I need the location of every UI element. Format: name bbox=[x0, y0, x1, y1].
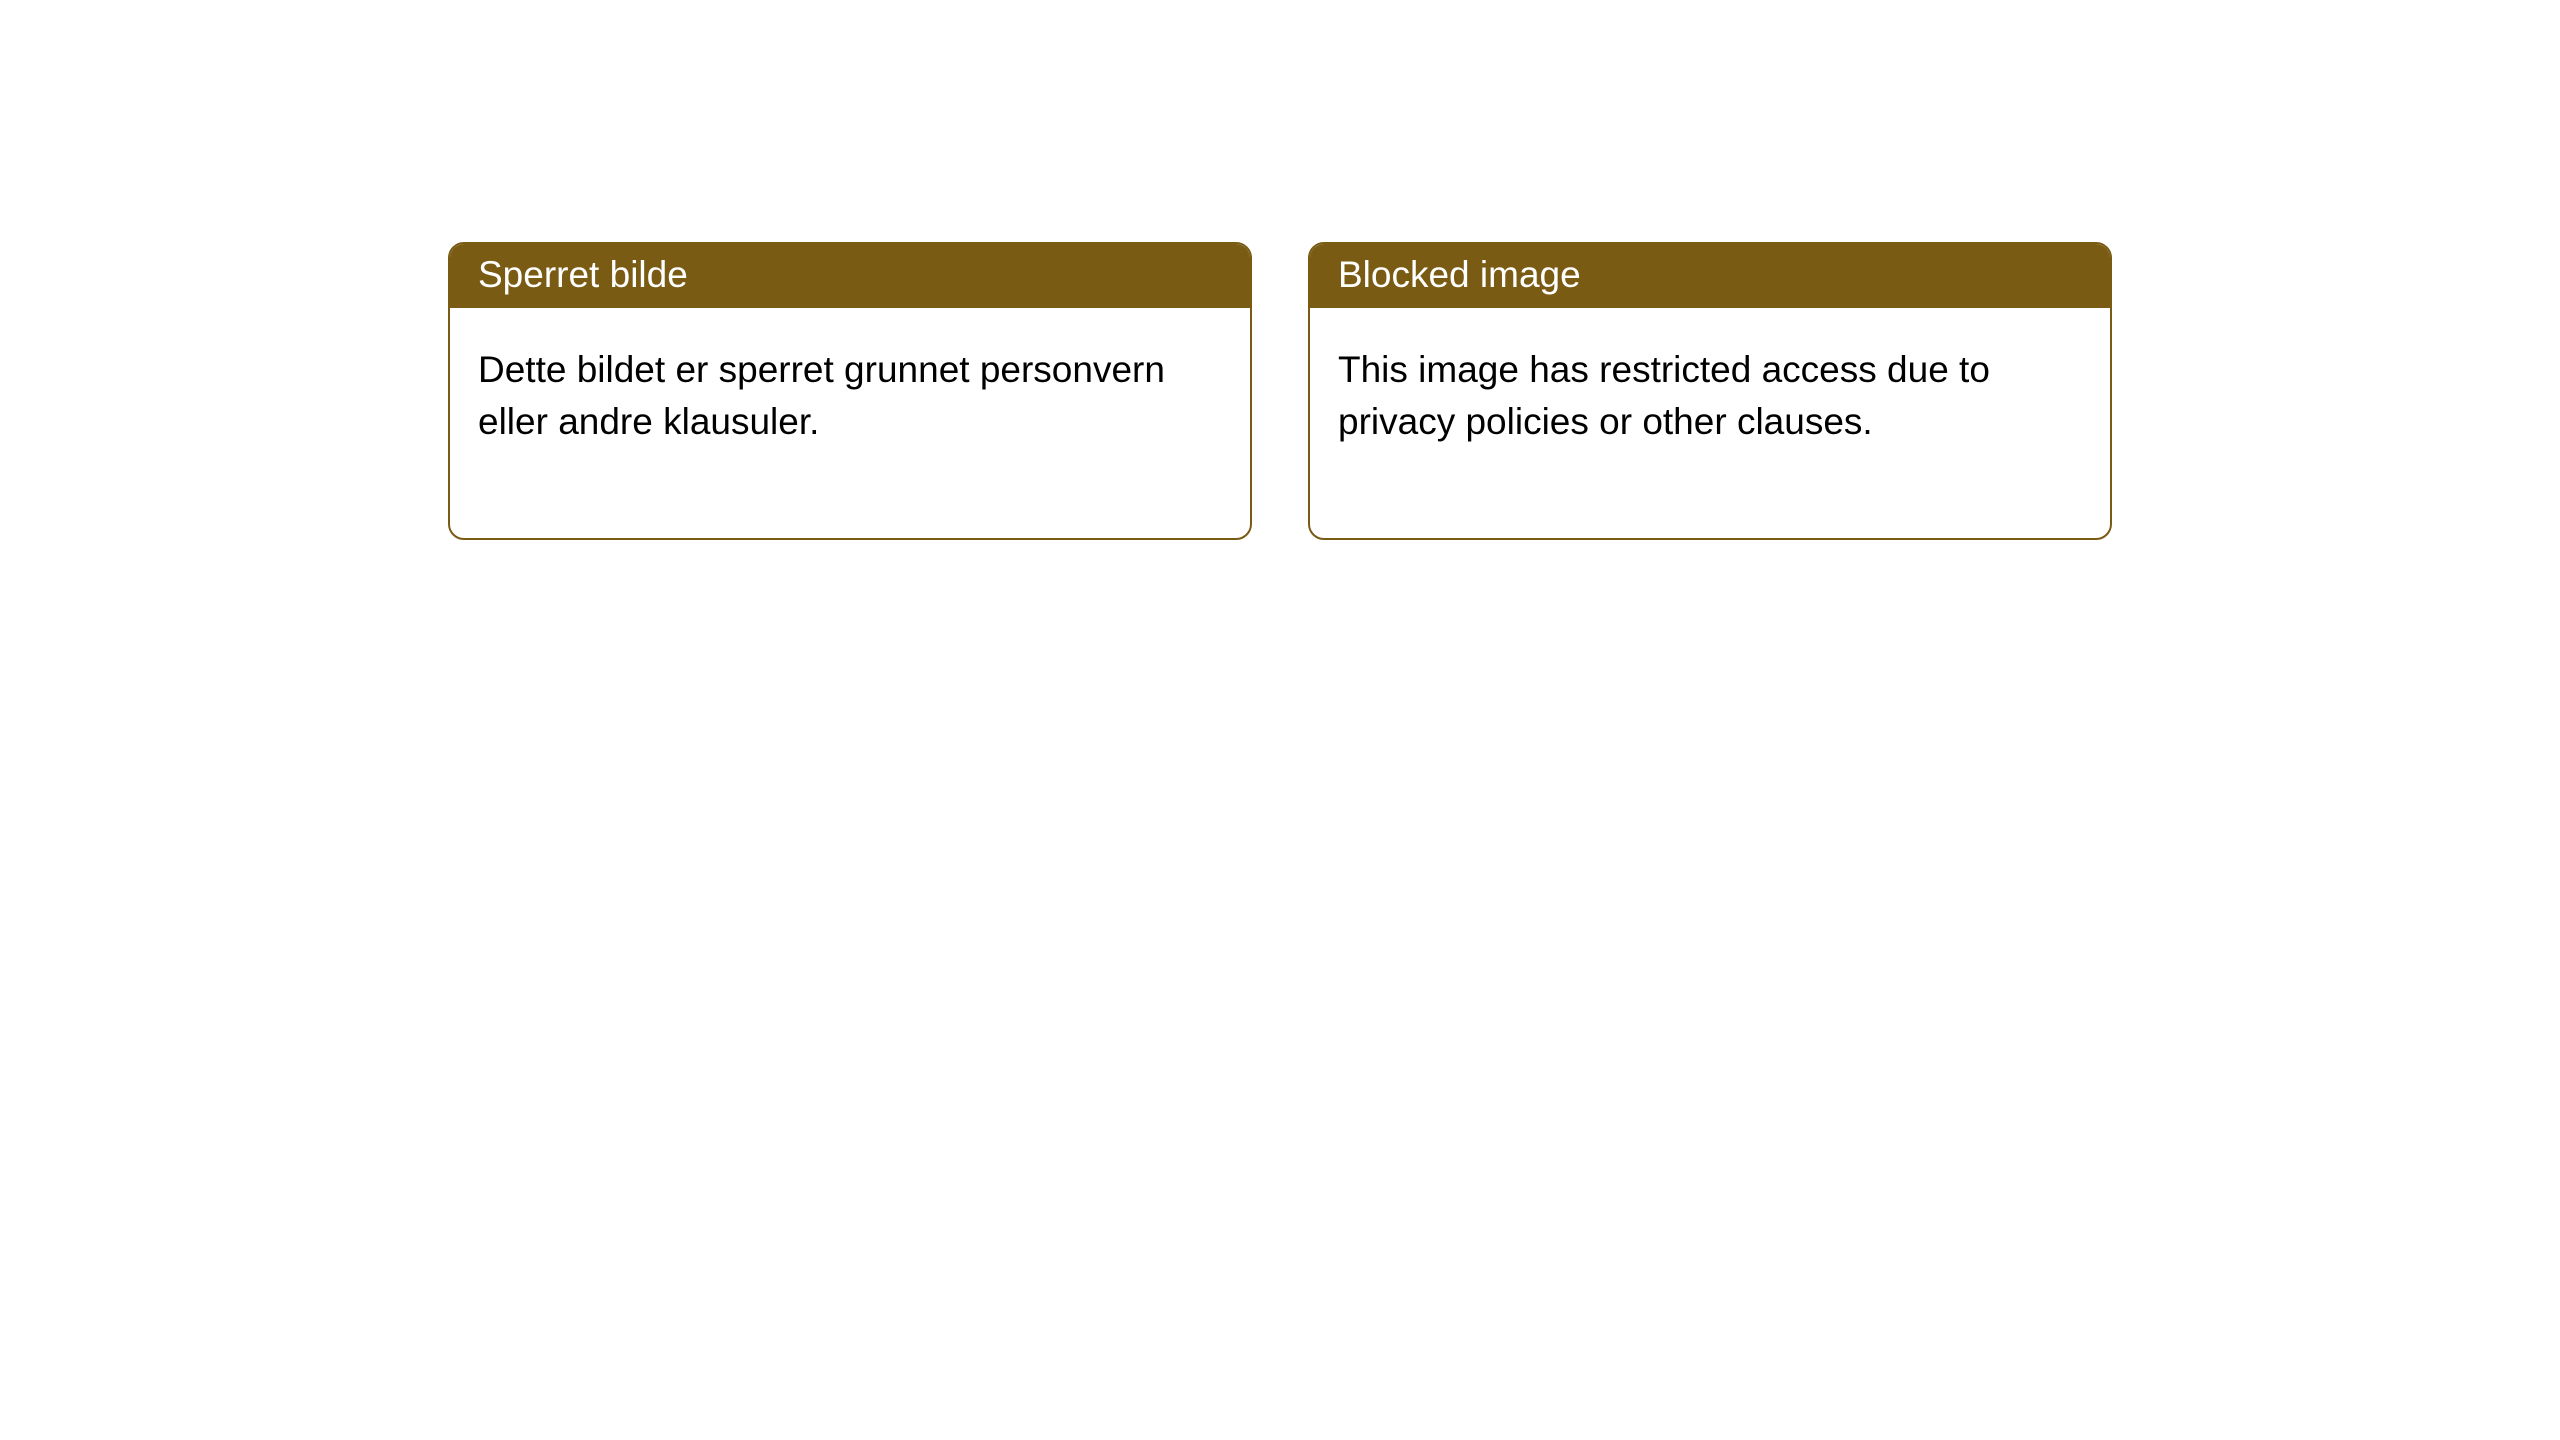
card-title: Sperret bilde bbox=[478, 254, 688, 295]
blocked-image-card-no: Sperret bilde Dette bildet er sperret gr… bbox=[448, 242, 1252, 540]
card-body: This image has restricted access due to … bbox=[1310, 308, 2110, 538]
card-header: Sperret bilde bbox=[450, 244, 1250, 308]
card-body: Dette bildet er sperret grunnet personve… bbox=[450, 308, 1250, 538]
blocked-image-card-en: Blocked image This image has restricted … bbox=[1308, 242, 2112, 540]
notice-cards-container: Sperret bilde Dette bildet er sperret gr… bbox=[0, 0, 2560, 540]
card-body-text: This image has restricted access due to … bbox=[1338, 349, 1990, 442]
card-body-text: Dette bildet er sperret grunnet personve… bbox=[478, 349, 1165, 442]
card-title: Blocked image bbox=[1338, 254, 1581, 295]
card-header: Blocked image bbox=[1310, 244, 2110, 308]
